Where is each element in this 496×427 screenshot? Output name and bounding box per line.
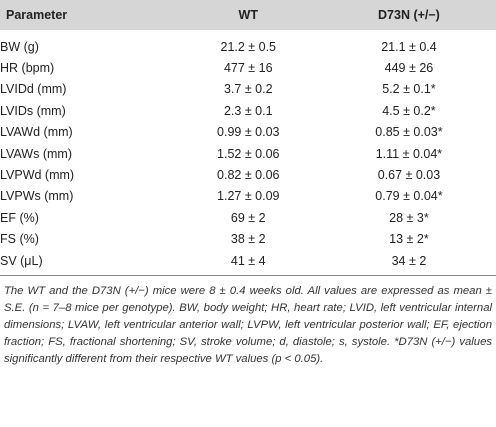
table-cell: LVIDd (mm) xyxy=(0,82,67,97)
table-row: EF (%) 69 ± 2 28 ± 3* xyxy=(0,207,496,228)
table-cell: LVAWd (mm) xyxy=(0,125,73,140)
table-row: LVIDd (mm) 3.7 ± 0.2 5.2 ± 0.1* xyxy=(0,79,496,100)
table-row: BW (g) 21.2 ± 0.5 21.1 ± 0.4 xyxy=(0,30,496,57)
footnote: The WT and the D73N (+/−) mice were 8 ± … xyxy=(4,285,492,366)
table-row: HR (bpm) 477 ± 16 449 ± 26 xyxy=(0,57,496,78)
table-cell: 0.85 ± 0.03* xyxy=(375,125,443,140)
table-cell: EF (%) xyxy=(0,210,39,225)
table-cell: 1.11 ± 0.04* xyxy=(375,146,443,161)
table-cell: 0.99 ± 0.03 xyxy=(217,125,280,140)
table-cell: BW (g) xyxy=(0,39,39,54)
table-cell: 21.1 ± 0.4 xyxy=(381,39,437,54)
table-cell: 0.79 ± 0.04* xyxy=(375,189,443,204)
table-body: BW (g) 21.2 ± 0.5 21.1 ± 0.4 HR (bpm) 477 ± … xyxy=(0,30,496,277)
table-cell: 3.7 ± 0.2 xyxy=(223,82,273,97)
table-cell: 28 ± 3* xyxy=(389,210,429,225)
table-cell: 41 ± 4 xyxy=(174,249,322,277)
table-cell: LVIDs (mm) xyxy=(0,103,66,118)
table-cell: 477 ± 16 xyxy=(223,61,273,76)
table-row: LVIDs (mm) 2.3 ± 0.1 4.5 ± 0.2* xyxy=(0,100,496,121)
table-cell: 13 ± 2* xyxy=(389,232,429,247)
table-cell: 1.52 ± 0.06 xyxy=(217,146,280,161)
table-cell: 0.67 ± 0.03 xyxy=(377,168,441,183)
header-row: Parameter WT D73N (+/−) xyxy=(0,0,496,30)
table-cell: 38 ± 2 xyxy=(230,232,266,247)
table-cell: HR (bpm) xyxy=(0,61,55,76)
table-cell: 21.2 ± 0.5 xyxy=(220,39,277,54)
table-cell: 0.82 ± 0.06 xyxy=(217,168,280,183)
table-cell: SV (μL) xyxy=(0,249,175,277)
table-cell: FS (%) xyxy=(0,232,39,247)
table-row: FS (%) 38 ± 2 13 ± 2* xyxy=(0,229,496,250)
data-table: Parameter WT D73N (+/−) BW (g) 21.2 ± 0.5 21… xyxy=(0,0,496,277)
table-cell: 34 ± 2 xyxy=(321,249,496,277)
table-cell: 2.3 ± 0.1 xyxy=(223,103,273,118)
table-cell: 69 ± 2 xyxy=(230,210,266,225)
table-cell: LVPWd (mm) xyxy=(0,168,75,183)
header-cell: D73N (+/−) xyxy=(321,0,496,30)
table-cell: 449 ± 26 xyxy=(384,61,434,76)
header-cell: Parameter xyxy=(0,0,175,30)
header-cell: WT xyxy=(174,0,322,30)
table-row: LVPWs (mm) 1.27 ± 0.09 0.79 ± 0.04* xyxy=(0,186,496,207)
table-row: LVAWd (mm) 0.99 ± 0.03 0.85 ± 0.03* xyxy=(0,122,496,143)
table-cell: 5.2 ± 0.1* xyxy=(382,82,436,97)
table-cell: 1.27 ± 0.09 xyxy=(217,189,280,204)
table-row: LVAWs (mm) 1.52 ± 0.06 1.11 ± 0.04* xyxy=(0,143,496,164)
table-cell: LVAWs (mm) xyxy=(0,146,72,161)
table-cell: LVPWs (mm) xyxy=(0,189,74,204)
table-row: SV (μL) 41 ± 4 34 ± 2 xyxy=(0,249,496,277)
table-cell: 4.5 ± 0.2* xyxy=(382,103,436,118)
table-row: LVPWd (mm) 0.82 ± 0.06 0.67 ± 0.03 xyxy=(0,164,496,185)
